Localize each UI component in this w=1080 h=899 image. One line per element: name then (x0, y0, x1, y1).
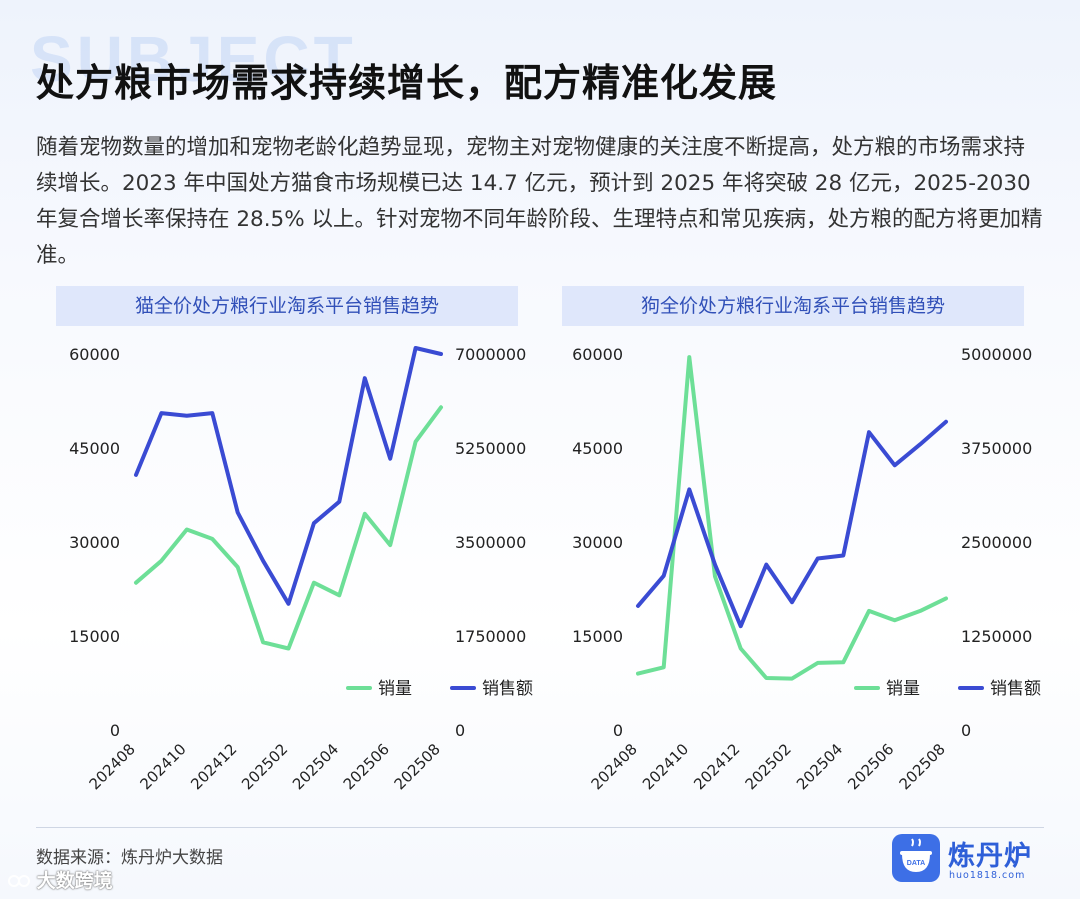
dog-y-right-tick: 3750000 (961, 439, 1032, 458)
cat-y-right-tick: 5250000 (455, 439, 526, 458)
cat-y-left-tick: 15000 (69, 627, 120, 646)
cat-legend-label-revenue: 销售额 (482, 679, 533, 699)
dog-y-right-tick: 2500000 (961, 533, 1032, 552)
dog-legend-label-revenue: 销售额 (990, 679, 1041, 699)
dog-series-volume-line (636, 355, 948, 681)
badge-text: DATA (907, 860, 925, 867)
dog-y-right-tick: 1250000 (961, 627, 1032, 646)
page-title: 处方粮市场需求持续增长，配方精准化发展 (36, 61, 778, 105)
cat-y-left-tick: 60000 (69, 345, 120, 364)
cat-series-revenue-line (134, 346, 443, 606)
cat-y-right-tick: 1750000 (455, 627, 526, 646)
dog-y-left-tick: 60000 (572, 345, 623, 364)
dog-x-tick: 202410 (639, 740, 692, 793)
cat-y-right-tick: 7000000 (455, 345, 526, 364)
cat-x-tick: 202408 (86, 740, 139, 793)
dog-y-left-tick: 0 (613, 721, 623, 740)
dog-legend-label-volume: 销量 (886, 679, 920, 699)
watermark-text: 大数跨境 (36, 870, 113, 892)
cat-y-right-tick: 3500000 (455, 533, 526, 552)
cat-y-left-tick: 0 (110, 721, 120, 740)
dog-x-tick: 202412 (690, 740, 743, 793)
cat-legend-label-volume: 销量 (378, 679, 412, 699)
dog-y-left-tick: 45000 (572, 439, 623, 458)
cat-x-tick: 202410 (136, 740, 189, 793)
dog-y-right-tick: 5000000 (961, 345, 1032, 364)
watermark: 大数跨境 (8, 866, 113, 893)
cat-x-tick: 202502 (238, 740, 291, 793)
dog-y-right-tick: 0 (961, 721, 971, 740)
watermark-icon (8, 875, 30, 887)
dog-x-tick: 202508 (896, 740, 949, 793)
data-source: 数据来源：炼丹炉大数据 (36, 848, 223, 868)
intro-paragraph: 随着宠物数量的增加和宠物老龄化趋势显现，宠物主对宠物健康的关注度不断提高，处方粮… (36, 135, 1043, 268)
dog-x-tick: 202502 (742, 740, 795, 793)
cat-x-tick: 202412 (187, 740, 240, 793)
dog-y-left-tick: 15000 (572, 627, 623, 646)
cat-y-right-tick: 0 (455, 721, 465, 740)
background-word: SUBJECT (30, 23, 357, 95)
cat-x-tick: 202504 (289, 740, 342, 793)
cat-y-left-tick: 30000 (69, 533, 120, 552)
cat-x-tick: 202508 (391, 740, 444, 793)
cauldron-icon: DATA (892, 834, 940, 882)
cat-x-tick: 202506 (340, 740, 393, 793)
cat-chart-title: 猫全价处方粮行业淘系平台销售趋势 (56, 286, 518, 326)
dog-series-revenue-line (636, 419, 948, 629)
dog-x-tick: 202506 (844, 740, 897, 793)
brand-url: huo1818.com (949, 870, 1026, 881)
dog-chart-title: 狗全价处方粮行业淘系平台销售趋势 (562, 286, 1024, 326)
brand-logo: DATA 炼丹炉 huo1818.com (892, 834, 1052, 886)
dog-x-tick: 202408 (588, 740, 641, 793)
footer-divider (36, 827, 1044, 828)
dog-y-left-tick: 30000 (572, 533, 623, 552)
cat-y-left-tick: 45000 (69, 439, 120, 458)
cat-series-volume-line (134, 405, 443, 651)
dog-x-tick: 202504 (793, 740, 846, 793)
brand-name: 炼丹炉 (948, 841, 1032, 872)
